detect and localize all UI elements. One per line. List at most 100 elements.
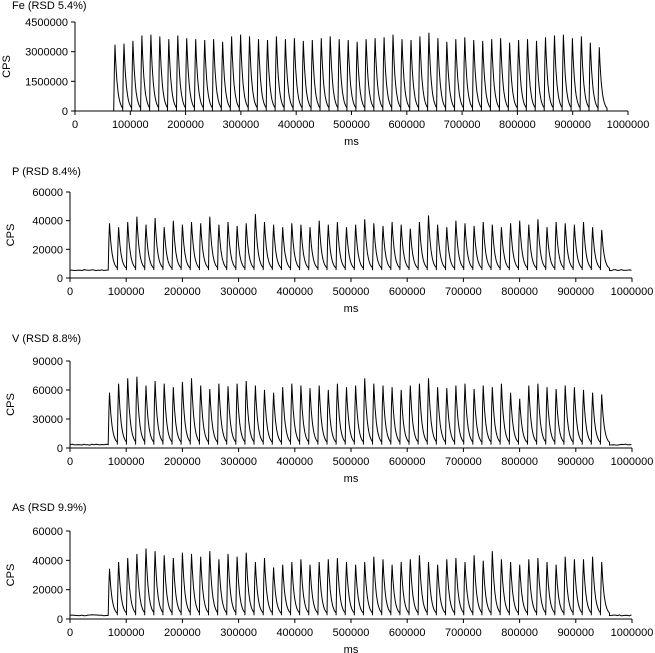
peak-point bbox=[285, 32, 286, 33]
peak-point bbox=[123, 37, 124, 38]
peak-point bbox=[564, 551, 565, 552]
peak-point bbox=[400, 557, 401, 558]
peak-point bbox=[218, 554, 219, 555]
x-tick-label: 800000 bbox=[501, 627, 538, 639]
x-tick-label: 800000 bbox=[501, 456, 538, 468]
peak-point bbox=[255, 557, 256, 558]
peak-point bbox=[364, 372, 365, 373]
peak-point bbox=[109, 219, 110, 220]
peak-point bbox=[318, 380, 319, 381]
x-tick-label: 100000 bbox=[112, 119, 149, 131]
chart-title: As (RSD 9.9%) bbox=[12, 502, 87, 514]
peak-point bbox=[446, 383, 447, 384]
peak-point bbox=[338, 32, 339, 33]
y-tick-label: 0 bbox=[62, 106, 68, 118]
peak-point bbox=[373, 378, 374, 379]
peak-point bbox=[136, 370, 137, 371]
peak-point bbox=[273, 563, 274, 564]
peak-point bbox=[282, 382, 283, 383]
peak-point bbox=[347, 33, 348, 34]
peak-point bbox=[464, 219, 465, 220]
x-tick-label: 400000 bbox=[276, 627, 313, 639]
peak-point bbox=[195, 32, 196, 33]
x-tick-label: 100000 bbox=[108, 627, 145, 639]
peak-point bbox=[592, 223, 593, 224]
peak-point bbox=[590, 36, 591, 37]
peak-point bbox=[545, 30, 546, 31]
peak-point bbox=[537, 214, 538, 215]
peak-point bbox=[574, 220, 575, 221]
peak-point bbox=[382, 380, 383, 381]
x-tick-label: 500000 bbox=[333, 456, 370, 468]
peak-point bbox=[455, 380, 456, 381]
peak-point bbox=[391, 382, 392, 383]
chart-title: Fe (RSD 5.4%) bbox=[12, 0, 87, 12]
x-tick-label: 300000 bbox=[220, 627, 257, 639]
peak-point bbox=[264, 217, 265, 218]
peak-point bbox=[382, 554, 383, 555]
peak-point bbox=[276, 29, 277, 30]
peak-point bbox=[312, 33, 313, 34]
peak-point bbox=[410, 380, 411, 381]
x-axis-label: ms bbox=[344, 644, 359, 653]
x-tick-label: 1000000 bbox=[607, 119, 650, 131]
peak-point bbox=[145, 220, 146, 221]
peak-point bbox=[282, 560, 283, 561]
peak-point bbox=[355, 560, 356, 561]
peak-point bbox=[555, 560, 556, 561]
peak-point bbox=[437, 382, 438, 383]
peak-point bbox=[213, 32, 214, 33]
peak-point bbox=[255, 209, 256, 210]
chart-panel: V (RSD 8.8%) 0 30000 60000 90000 0 100000 20000… bbox=[0, 333, 655, 485]
peak-point bbox=[592, 551, 593, 552]
chart-panel: As (RSD 9.9%) 0 20000 40000 60000 0 100000 2000… bbox=[0, 502, 655, 653]
peak-point bbox=[168, 32, 169, 33]
x-axis-label: ms bbox=[344, 473, 359, 485]
peak-point bbox=[328, 220, 329, 221]
peak-point bbox=[337, 552, 338, 553]
peak-point bbox=[564, 219, 565, 220]
peak-point bbox=[410, 33, 411, 34]
x-tick-label: 600000 bbox=[389, 286, 426, 298]
peak-point bbox=[154, 375, 155, 376]
x-tick-label: 900000 bbox=[557, 627, 594, 639]
peak-point bbox=[236, 222, 237, 223]
peak-point bbox=[419, 550, 420, 551]
peak-point bbox=[291, 557, 292, 558]
peak-point bbox=[500, 31, 501, 32]
x-tick-label: 1000000 bbox=[611, 456, 654, 468]
peak-point bbox=[410, 554, 411, 555]
peak-point bbox=[564, 380, 565, 381]
peak-point bbox=[303, 34, 304, 35]
x-tick-label: 300000 bbox=[220, 286, 257, 298]
peak-point bbox=[114, 38, 115, 39]
y-axis-label: CPS bbox=[5, 224, 17, 247]
peak-point bbox=[273, 220, 274, 221]
peak-point bbox=[428, 372, 429, 373]
y-tick-label: 1500000 bbox=[25, 76, 68, 88]
peak-point bbox=[473, 550, 474, 551]
series-line bbox=[69, 376, 632, 446]
peak-point bbox=[245, 375, 246, 376]
peak-point bbox=[601, 557, 602, 558]
x-axis-label: ms bbox=[344, 303, 359, 315]
peak-point bbox=[401, 32, 402, 33]
peak-point bbox=[528, 220, 529, 221]
peak-point bbox=[492, 220, 493, 221]
peak-point bbox=[355, 220, 356, 221]
peak-point bbox=[473, 33, 474, 34]
peak-point bbox=[419, 29, 420, 30]
peak-point bbox=[527, 32, 528, 33]
x-tick-label: 100000 bbox=[108, 456, 145, 468]
peak-point bbox=[482, 380, 483, 381]
peak-point bbox=[300, 380, 301, 381]
peak-point bbox=[373, 219, 374, 220]
x-tick-label: 400000 bbox=[278, 119, 315, 131]
peak-point bbox=[136, 212, 137, 213]
peak-point bbox=[554, 28, 555, 29]
peak-point bbox=[392, 27, 393, 28]
x-tick-label: 900000 bbox=[557, 286, 594, 298]
peak-point bbox=[455, 32, 456, 33]
